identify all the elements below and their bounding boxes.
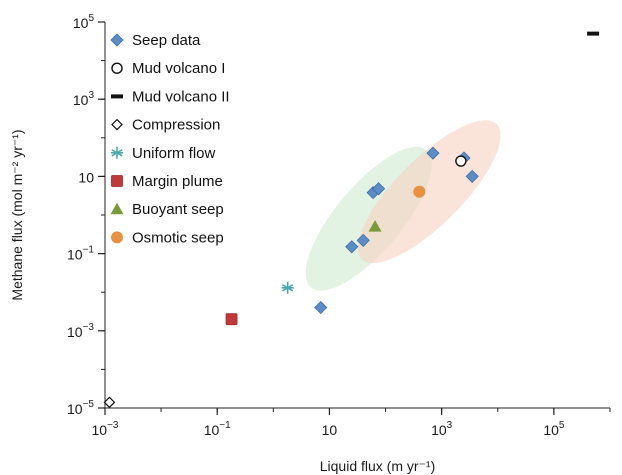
legend-label: Margin plume [132, 173, 223, 190]
data-points [103, 31, 600, 409]
y-tick-label: 10−1 [67, 245, 94, 263]
legend-marker-mud-volcano-ii [111, 94, 123, 99]
x-tick-label: 10 [322, 422, 338, 438]
legend-marker-compression [111, 118, 123, 131]
legend-label: Seep data [132, 32, 201, 49]
shaded-regions [305, 120, 501, 291]
tick-labels: 10−3 10−1 10 103 105 10−5 10−3 10−1 10 103 105 [67, 13, 565, 438]
y-tick-label: 10 [78, 169, 94, 185]
y-tick-label: 105 [73, 13, 95, 31]
point-mud-volcano-i [455, 155, 467, 167]
x-axis-label: Liquid flux (m yr⁻¹) [320, 458, 436, 474]
legend-label: Mud volcano I [132, 60, 225, 77]
point-margin-plume [225, 313, 238, 326]
legend-marker-margin-plume [111, 175, 123, 187]
legend-marker-osmotic-seep [111, 231, 123, 244]
legend-marker-mud-volcano-i [111, 62, 123, 74]
point-uniform-flow [281, 281, 294, 294]
point-seep-data [345, 240, 359, 254]
y-axis-label: Methane flux (mol m⁻² yr⁻¹) [9, 129, 25, 300]
point-compression [103, 396, 116, 409]
x-tick-label: 10−3 [92, 420, 119, 438]
point-osmotic-seep [413, 185, 426, 198]
point-buoyant-seep [368, 220, 382, 232]
point-seep-data [356, 233, 370, 247]
y-tick-label: 10−3 [67, 322, 94, 340]
legend-label: Buoyant seep [132, 201, 224, 218]
legend-label: Mud volcano II [132, 88, 230, 105]
y-tick-label: 10−5 [67, 399, 94, 417]
x-tick-label: 10−1 [204, 420, 231, 438]
x-tick-label: 103 [431, 420, 453, 438]
legend-label: Osmotic seep [132, 229, 224, 246]
legend: Seep data Mud volcano I Mud volcano II Comp… [110, 32, 230, 246]
x-tick-label: 105 [543, 420, 565, 438]
legend-label: Compression [132, 117, 220, 134]
point-seep-data [371, 182, 386, 196]
legend-marker-buoyant-seep [110, 202, 124, 215]
point-seep-data [465, 169, 479, 183]
legend-marker-seep-data [110, 33, 124, 47]
point-seep-data [426, 146, 440, 160]
y-tick-label: 103 [73, 90, 95, 108]
point-mud-volcano-ii [587, 31, 600, 36]
legend-label: Uniform flow [132, 145, 216, 162]
legend-marker-uniform-flow [111, 146, 123, 159]
point-seep-data [314, 300, 328, 315]
